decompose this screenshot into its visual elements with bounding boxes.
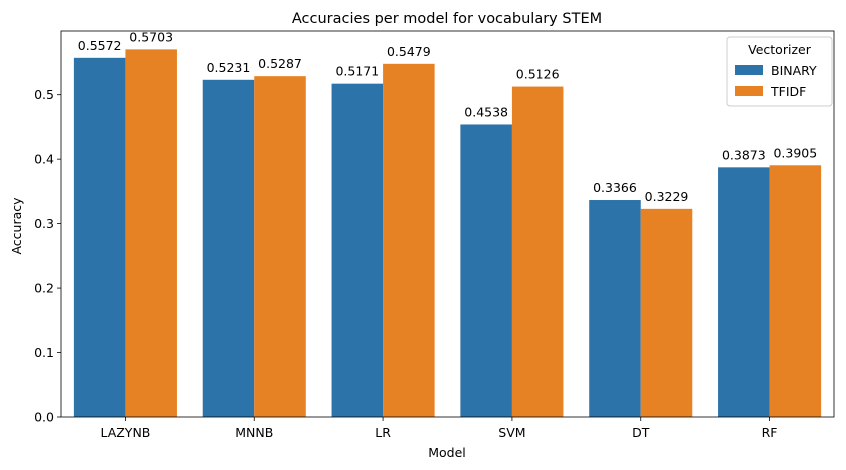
- bar-binary-rf: [718, 167, 770, 417]
- bar-binary-dt: [589, 200, 641, 417]
- y-tick-label-2: 0.2: [34, 281, 54, 296]
- bar-tfidf-lr: [383, 63, 435, 418]
- plot-area: 0.5572 0.5703 LAZYNB 0.5231 0.5287 MNNB 0.5171…: [34, 29, 835, 440]
- legend-swatch-binary: [735, 65, 763, 75]
- data-label-binary-lr: 0.5171: [335, 64, 379, 79]
- x-tick-label-rf: RF: [762, 425, 778, 440]
- data-label-binary-lazynb: 0.5572: [78, 38, 122, 53]
- bar-binary-mnnb: [202, 79, 255, 418]
- data-label-binary-mnnb: 0.5231: [207, 60, 251, 75]
- data-label-tfidf-svm: 0.5126: [516, 67, 560, 82]
- x-tick-label-lazynb: LAZYNB: [100, 425, 150, 440]
- y-tick-label-0: 0.0: [34, 410, 54, 425]
- legend-title: Vectorizer: [748, 42, 812, 57]
- data-label-binary-rf: 0.3873: [722, 147, 766, 162]
- x-tick-label-dt: DT: [632, 425, 650, 440]
- bar-binary-lr: [331, 83, 384, 418]
- data-label-tfidf-lr: 0.5479: [387, 44, 431, 59]
- bar-tfidf-mnnb: [254, 76, 306, 417]
- x-tick-label-lr: LR: [375, 425, 391, 440]
- bar-tfidf-rf: [769, 165, 822, 417]
- y-tick-label-1: 0.1: [34, 345, 54, 360]
- legend-swatch-tfidf: [735, 86, 763, 96]
- data-label-binary-svm: 0.4538: [464, 104, 508, 119]
- data-label-tfidf-mnnb: 0.5287: [258, 56, 302, 71]
- data-label-tfidf-rf: 0.3905: [773, 145, 817, 160]
- y-tick-label-5: 0.5: [34, 87, 54, 102]
- data-label-tfidf-lazynb: 0.5703: [129, 29, 173, 44]
- plot-frame: [60, 30, 835, 418]
- y-tick-label-3: 0.3: [34, 216, 54, 231]
- x-axis-title: Model: [428, 445, 466, 460]
- legend: Vectorizer BINARY TFIDF: [726, 36, 833, 107]
- data-label-tfidf-dt: 0.3229: [645, 189, 689, 204]
- legend-label-tfidf: TFIDF: [770, 84, 806, 99]
- y-axis-title: Accuracy: [9, 197, 24, 255]
- bar-tfidf-lazynb: [125, 49, 177, 418]
- data-label-binary-dt: 0.3366: [593, 180, 637, 195]
- chart-title: Accuracies per model for vocabulary STEM: [292, 11, 602, 27]
- x-tick-label-mnnb: MNNB: [235, 425, 273, 440]
- x-tick-label-svm: SVM: [498, 425, 525, 440]
- legend-label-binary: BINARY: [771, 63, 817, 78]
- y-tick-label-4: 0.4: [34, 152, 54, 167]
- bar-binary-svm: [460, 124, 512, 417]
- bar-tfidf-dt: [640, 208, 693, 417]
- bar-binary-lazynb: [73, 57, 126, 418]
- bar-tfidf-svm: [511, 86, 564, 417]
